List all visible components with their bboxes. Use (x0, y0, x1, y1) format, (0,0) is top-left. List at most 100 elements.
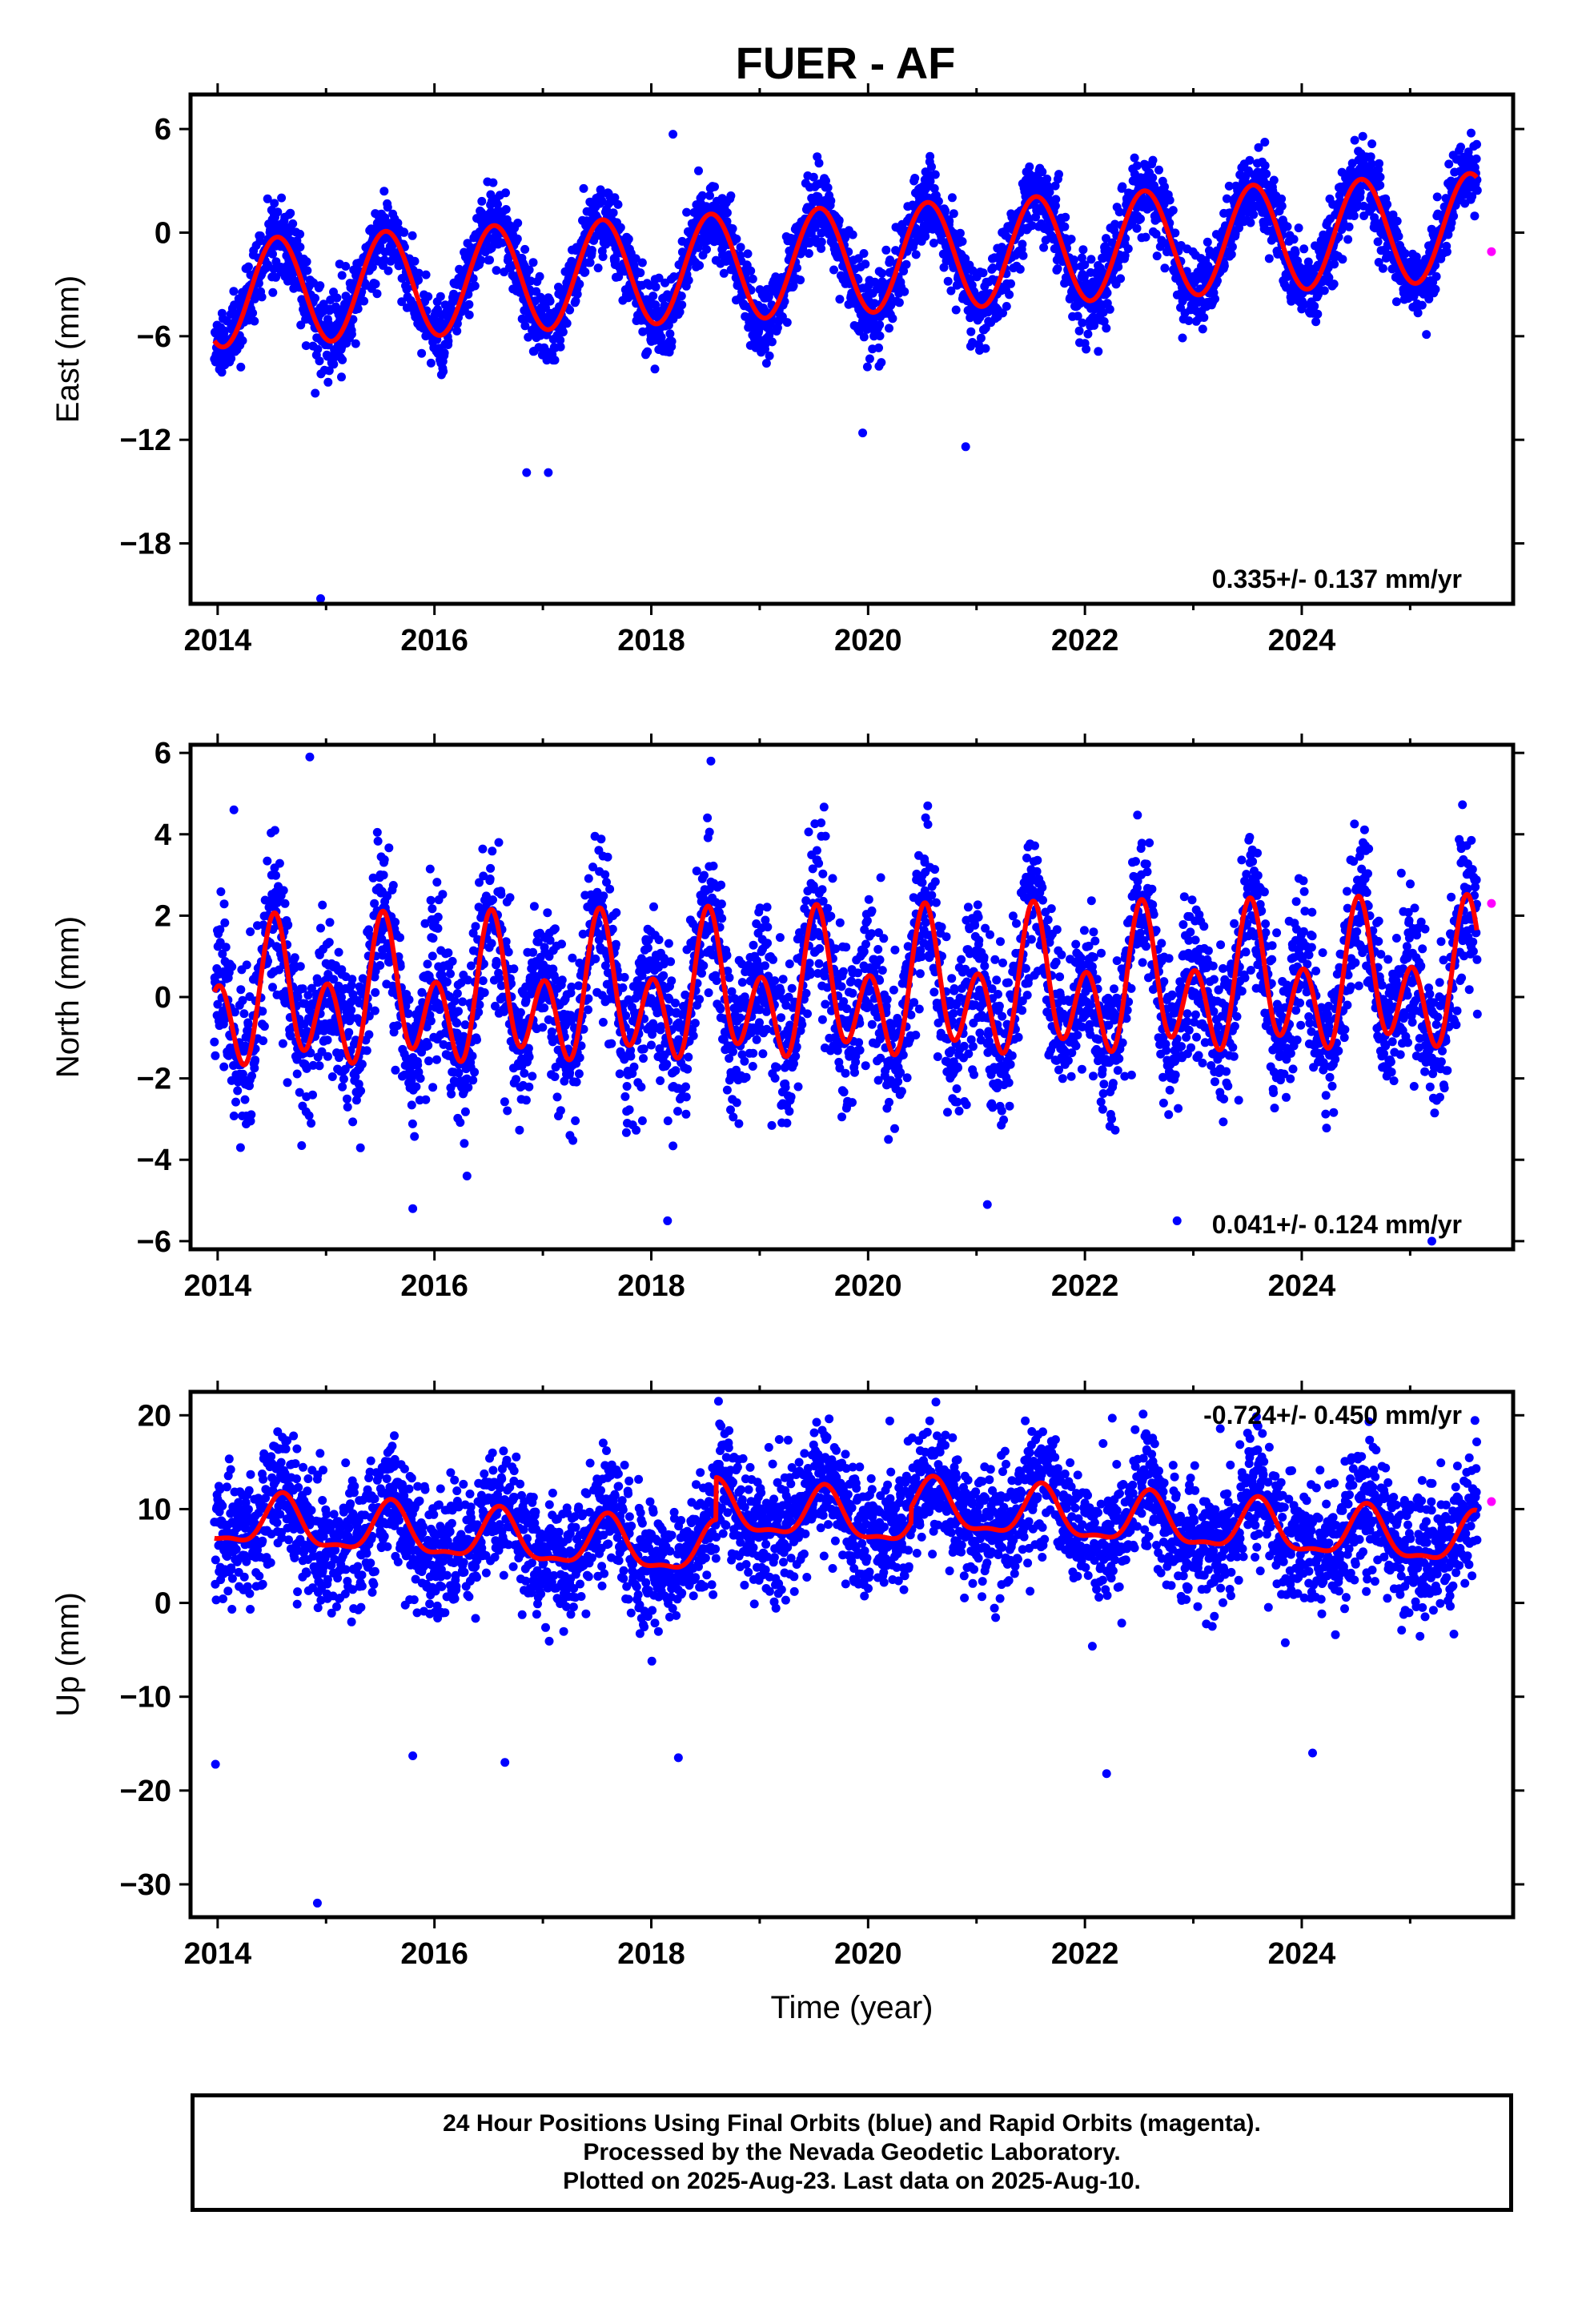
data-point (454, 1068, 464, 1078)
data-point (308, 1060, 318, 1070)
data-point (1424, 294, 1434, 304)
data-point (400, 227, 409, 237)
outlier-point (522, 468, 532, 477)
data-point (348, 1117, 358, 1127)
x-tick-label: 2018 (617, 624, 685, 657)
data-point (221, 1014, 230, 1023)
data-point (432, 1055, 441, 1064)
data-point (1443, 230, 1453, 239)
data-point (1152, 251, 1162, 261)
data-point (651, 282, 661, 292)
data-point (765, 351, 774, 360)
data-point (248, 308, 258, 318)
data-point (217, 368, 227, 377)
data-point (943, 276, 953, 286)
data-point (428, 1083, 438, 1092)
data-point (224, 1051, 234, 1060)
data-point (235, 1143, 245, 1152)
data-point (1277, 194, 1287, 203)
data-point (512, 234, 522, 243)
data-point (930, 183, 939, 193)
data-point (495, 974, 504, 983)
data-point (458, 997, 468, 1007)
data-point (1456, 143, 1465, 152)
data-point (454, 1007, 463, 1016)
plot-area (210, 752, 1496, 1246)
data-point (1388, 210, 1398, 219)
data-point (1015, 264, 1025, 274)
data-point (748, 274, 757, 283)
data-point (220, 918, 230, 927)
data-point (254, 279, 263, 288)
outlier-point (315, 594, 325, 604)
data-point (227, 962, 237, 971)
data-point (1053, 264, 1062, 273)
data-point (504, 947, 513, 957)
data-point (436, 292, 445, 301)
data-point (1294, 223, 1303, 233)
data-point (359, 296, 369, 306)
data-point (580, 267, 590, 277)
data-point (432, 878, 442, 887)
data-point (438, 890, 448, 899)
data-point (877, 358, 886, 368)
data-point (900, 287, 909, 296)
data-point (247, 1072, 256, 1080)
data-point (572, 289, 582, 299)
data-point (1102, 288, 1112, 298)
data-point (442, 977, 452, 987)
data-point (516, 1007, 525, 1017)
data-point (1050, 201, 1060, 211)
data-point (1246, 218, 1255, 227)
data-point (408, 231, 417, 240)
data-point (875, 332, 885, 340)
data-point (593, 263, 603, 273)
data-point (998, 308, 1007, 318)
data-point (1391, 297, 1401, 307)
data-point (384, 843, 394, 853)
data-point (826, 196, 836, 206)
data-point (238, 995, 247, 1005)
data-point (1359, 201, 1368, 211)
data-point (357, 1059, 367, 1069)
data-point (1038, 167, 1047, 177)
data-point (327, 1072, 337, 1081)
data-point (571, 296, 580, 306)
data-point (433, 923, 443, 933)
data-point (494, 838, 504, 847)
data-point (1199, 313, 1209, 322)
data-point (1299, 244, 1309, 254)
data-point (1358, 131, 1367, 141)
data-point (295, 1088, 304, 1097)
data-point (1383, 199, 1392, 209)
data-point (743, 249, 753, 259)
data-point (1291, 247, 1300, 257)
data-point (302, 257, 311, 267)
data-point (388, 881, 398, 890)
data-point (257, 292, 267, 302)
data-point (951, 305, 961, 315)
data-point (488, 846, 497, 856)
data-point (423, 959, 432, 969)
data-point (945, 216, 954, 226)
data-point (268, 287, 278, 297)
data-point (370, 1006, 379, 1015)
data-point (601, 239, 611, 249)
data-point (695, 261, 705, 270)
data-point (313, 344, 323, 354)
data-point (675, 308, 685, 316)
x-tick-label: 2016 (400, 624, 468, 657)
data-point (428, 934, 438, 943)
data-point (1413, 308, 1423, 318)
data-point (1078, 318, 1087, 328)
data-point (591, 954, 600, 963)
data-point (440, 348, 449, 358)
data-point (637, 258, 647, 267)
data-point (616, 223, 625, 232)
data-point (379, 870, 388, 880)
data-point (901, 259, 911, 269)
data-point (543, 908, 552, 918)
data-point (575, 279, 584, 289)
data-point (298, 984, 307, 994)
data-point (597, 195, 607, 205)
